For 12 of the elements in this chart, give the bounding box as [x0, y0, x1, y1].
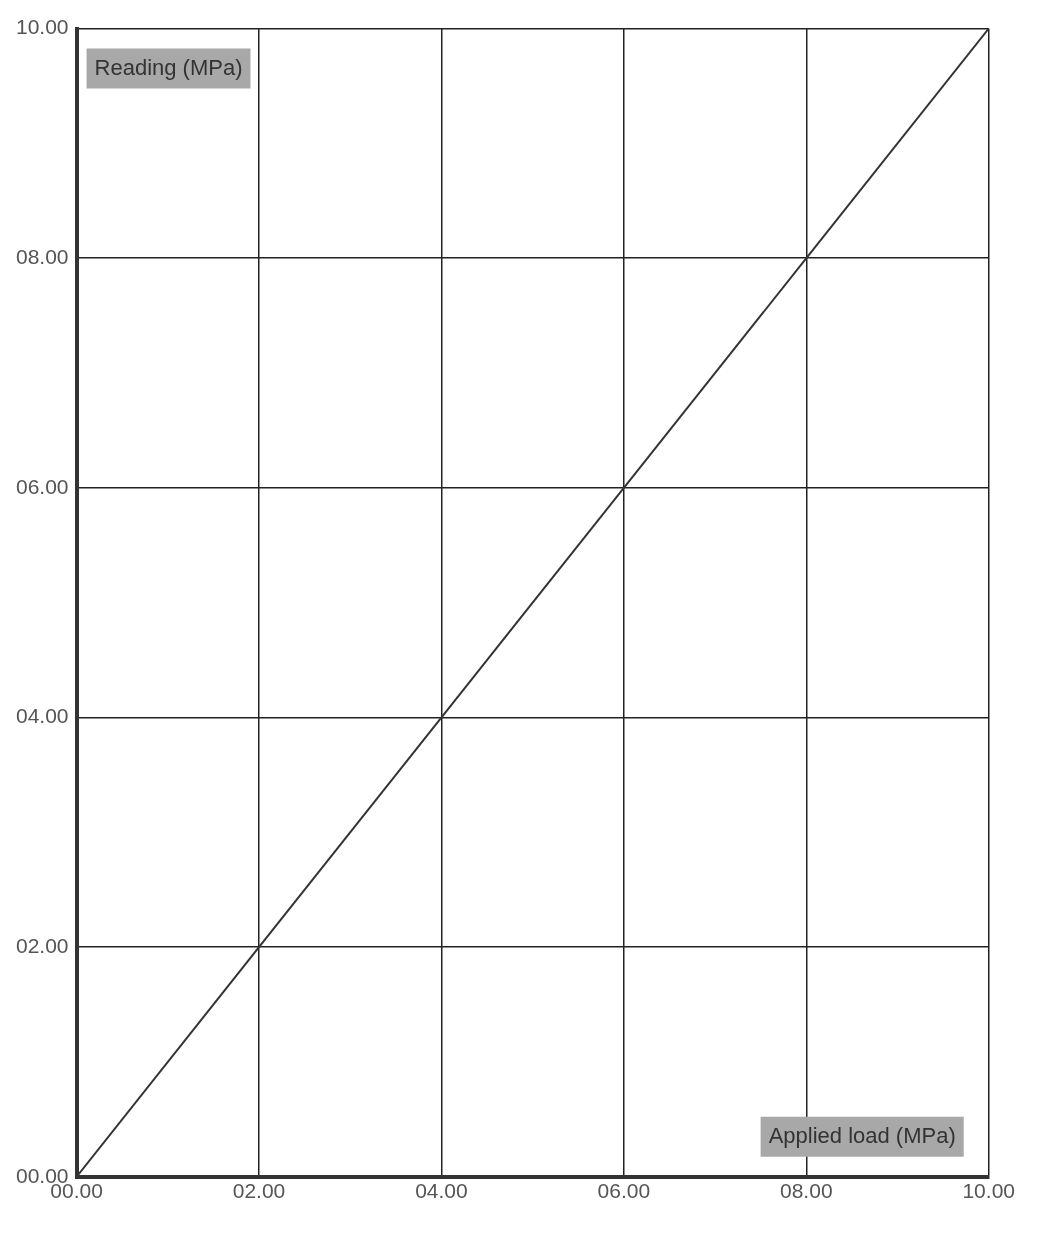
x-axis-title: Applied load (MPa) — [768, 1122, 956, 1148]
x-tick-label: 04.00 — [415, 1179, 468, 1203]
y-tick-label: 10.00 — [15, 15, 69, 39]
y-tick-label: 04.00 — [15, 704, 69, 728]
y-tick-label: 02.00 — [15, 933, 69, 957]
x-tick-label: 10.00 — [962, 1179, 1016, 1203]
x-tick-label: 08.00 — [780, 1179, 833, 1203]
y-tick-label: 06.00 — [15, 474, 69, 498]
x-tick-label: 02.00 — [232, 1179, 286, 1203]
y-tick-label: 08.00 — [15, 245, 69, 269]
y-axis-title: Reading (MPa) — [94, 54, 243, 80]
x-tick-label: 06.00 — [597, 1179, 651, 1203]
